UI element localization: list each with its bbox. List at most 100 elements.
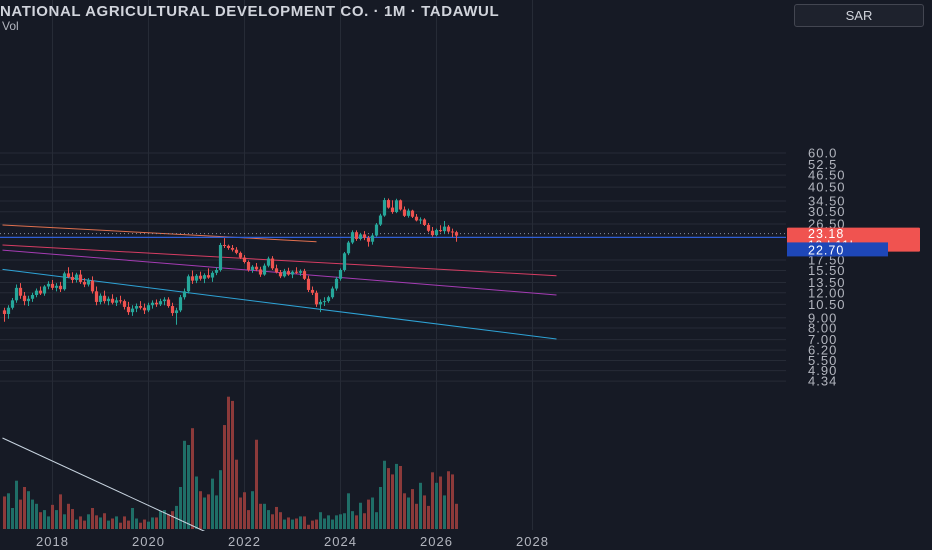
volume-bar: [55, 510, 58, 529]
volume-bar: [95, 515, 98, 529]
candle-body: [282, 271, 287, 277]
candle-body: [322, 301, 327, 303]
volume-bar: [159, 511, 162, 529]
volume-bar: [367, 499, 370, 529]
candle-body: [298, 271, 303, 273]
candlesticks: [2, 197, 459, 325]
candle-body: [270, 258, 275, 269]
volume-bar: [343, 513, 346, 529]
price-tick-label: 13.50: [808, 275, 846, 290]
volume-bar: [423, 495, 426, 529]
candle-body: [398, 200, 403, 210]
candle-body: [274, 268, 279, 273]
candle-body: [430, 230, 435, 236]
price-tick-label: 30.50: [808, 204, 846, 219]
candle-body: [182, 291, 187, 298]
volume-bar: [379, 487, 382, 529]
trendline[interactable]: [2, 437, 213, 536]
candle-body: [302, 271, 307, 279]
candle-body: [218, 244, 223, 270]
volume-bar: [87, 514, 90, 529]
trendline[interactable]: [2, 224, 317, 243]
volume-bar: [395, 463, 398, 529]
candle-body: [222, 244, 227, 246]
candle-body: [334, 278, 339, 289]
candle-body: [90, 280, 95, 292]
volume-bar: [15, 480, 18, 529]
candle-body: [290, 271, 295, 275]
candle-body: [194, 275, 199, 281]
level-tag[interactable]: [787, 242, 888, 257]
candle-body: [6, 307, 11, 314]
volume-bar: [247, 510, 250, 529]
price-tick-label: 52.5: [808, 157, 837, 172]
candle-body: [26, 298, 31, 302]
candle-body: [94, 291, 99, 302]
volume-bar: [75, 519, 78, 529]
candle-body: [254, 266, 259, 270]
volume-bar: [211, 478, 214, 529]
volume-bar: [271, 514, 274, 529]
volume-bar: [79, 516, 82, 529]
candle-body: [126, 306, 131, 313]
volume-bar: [299, 516, 302, 529]
volume-bar: [435, 482, 438, 529]
candle-body: [134, 306, 139, 309]
volume-bar: [223, 425, 226, 529]
volume-bar: [43, 510, 46, 529]
candle-body: [242, 257, 247, 263]
volume-bar: [411, 489, 414, 529]
volume-bar: [151, 517, 154, 529]
candle-body: [366, 237, 371, 242]
volume-bar: [51, 504, 54, 529]
candle-body: [230, 247, 235, 250]
price-tick-label: 40.50: [808, 180, 846, 195]
trendline[interactable]: [2, 268, 557, 340]
candle-body: [102, 295, 107, 302]
candle-body: [442, 226, 447, 232]
candle-body: [454, 232, 459, 236]
volume-bar: [47, 516, 50, 529]
volume-bar: [283, 519, 286, 529]
volume-bar: [71, 509, 74, 529]
volume-bar: [187, 445, 190, 529]
volume-bar: [303, 516, 306, 529]
candle-body: [106, 298, 111, 302]
trendlines[interactable]: [0, 224, 786, 536]
volume-bar: [143, 519, 146, 529]
volume-bar: [327, 515, 330, 529]
year-tick-label: 2020: [132, 534, 165, 549]
candle-body: [74, 274, 79, 281]
chart-title: NATIONAL AGRICULTURAL DEVELOPMENT CO. · …: [0, 3, 500, 20]
volume-bar: [391, 474, 394, 529]
volume-bar: [355, 515, 358, 529]
volume-bar: [451, 474, 454, 529]
volume-bar: [439, 476, 442, 529]
time-axis-background: [0, 531, 787, 550]
price-axis[interactable]: 60.052.546.5040.5034.5030.5026.5017.5015…: [787, 0, 932, 550]
candle-body: [202, 275, 207, 279]
volume-bar: [123, 516, 126, 529]
candle-body: [18, 287, 23, 296]
volume-bar: [311, 520, 314, 529]
candle-body: [362, 234, 367, 238]
volume-bar: [227, 396, 230, 529]
currency-selector[interactable]: SAR: [794, 4, 924, 27]
volume-bar: [219, 470, 222, 529]
volume-bar: [31, 499, 34, 529]
candle-body: [310, 289, 315, 293]
volume-bar: [239, 497, 242, 529]
volume-bar: [399, 466, 402, 529]
volume-bar: [39, 512, 42, 529]
candle-body: [226, 245, 231, 248]
trendline[interactable]: [2, 244, 557, 277]
candle-body: [70, 276, 75, 281]
volume-bar: [99, 517, 102, 529]
candle-body: [394, 200, 399, 213]
time-axis[interactable]: 2018 2020 2022 2024 2026 2028: [0, 531, 787, 550]
candle-body: [330, 288, 335, 298]
volume-bar: [419, 482, 422, 529]
candle-body: [410, 210, 415, 217]
